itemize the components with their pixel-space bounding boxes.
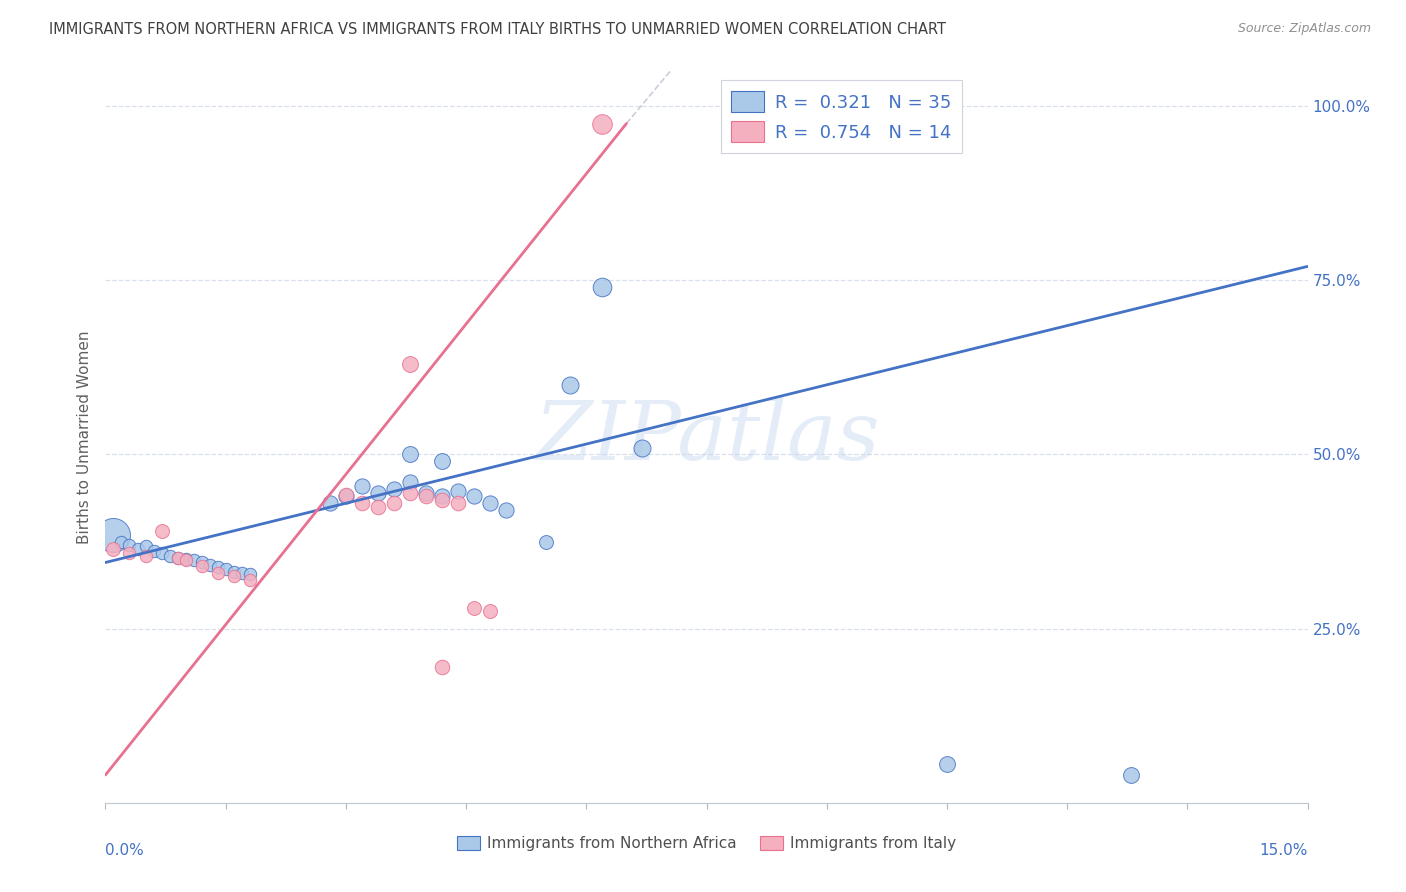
Point: [183, 553, 205, 567]
Point: [936, 757, 959, 772]
Point: [118, 538, 141, 552]
Point: [560, 377, 582, 392]
Point: [335, 489, 357, 503]
Point: [198, 558, 221, 572]
Point: [415, 489, 437, 503]
Point: [399, 485, 422, 500]
Point: [239, 567, 262, 582]
Point: [150, 524, 173, 538]
Point: [103, 527, 125, 541]
Point: [479, 604, 502, 618]
Point: [335, 488, 357, 502]
Text: 15.0%: 15.0%: [1260, 843, 1308, 858]
Point: [534, 534, 557, 549]
Point: [190, 556, 212, 570]
Point: [463, 600, 485, 615]
Text: 0.0%: 0.0%: [105, 843, 145, 858]
Point: [382, 483, 405, 497]
Y-axis label: Births to Unmarried Women: Births to Unmarried Women: [77, 330, 93, 544]
Point: [174, 552, 197, 566]
Point: [430, 454, 453, 468]
Point: [415, 485, 437, 500]
Point: [367, 485, 389, 500]
Point: [207, 566, 229, 580]
Point: [447, 496, 470, 510]
Point: [367, 500, 389, 514]
Point: [430, 492, 453, 507]
Point: [142, 543, 165, 558]
Point: [399, 357, 422, 371]
Point: [350, 479, 373, 493]
Point: [190, 558, 212, 573]
Point: [103, 541, 125, 556]
Point: [399, 448, 422, 462]
Point: [222, 565, 245, 579]
Point: [166, 550, 188, 565]
Point: [135, 549, 157, 563]
Point: [1121, 768, 1143, 782]
Point: [150, 546, 173, 560]
Text: ZIPatlas: ZIPatlas: [534, 397, 879, 477]
Point: [631, 441, 654, 455]
Point: [399, 475, 422, 490]
Point: [159, 549, 181, 563]
Point: [110, 534, 132, 549]
Point: [118, 546, 141, 560]
Point: [135, 540, 157, 554]
Point: [591, 117, 613, 131]
Point: [382, 496, 405, 510]
Point: [319, 496, 342, 510]
Point: [495, 503, 517, 517]
Point: [127, 541, 149, 556]
Legend: Immigrants from Northern Africa, Immigrants from Italy: Immigrants from Northern Africa, Immigra…: [450, 830, 963, 857]
Point: [591, 280, 613, 294]
Point: [174, 553, 197, 567]
Text: IMMIGRANTS FROM NORTHERN AFRICA VS IMMIGRANTS FROM ITALY BIRTHS TO UNMARRIED WOM: IMMIGRANTS FROM NORTHERN AFRICA VS IMMIG…: [49, 22, 946, 37]
Point: [430, 660, 453, 674]
Point: [463, 489, 485, 503]
Point: [479, 496, 502, 510]
Point: [430, 489, 453, 503]
Point: [166, 550, 188, 565]
Point: [214, 562, 236, 576]
Point: [222, 569, 245, 583]
Point: [350, 496, 373, 510]
Point: [239, 573, 262, 587]
Point: [207, 560, 229, 574]
Point: [231, 566, 253, 580]
Text: Source: ZipAtlas.com: Source: ZipAtlas.com: [1237, 22, 1371, 36]
Point: [447, 483, 470, 498]
